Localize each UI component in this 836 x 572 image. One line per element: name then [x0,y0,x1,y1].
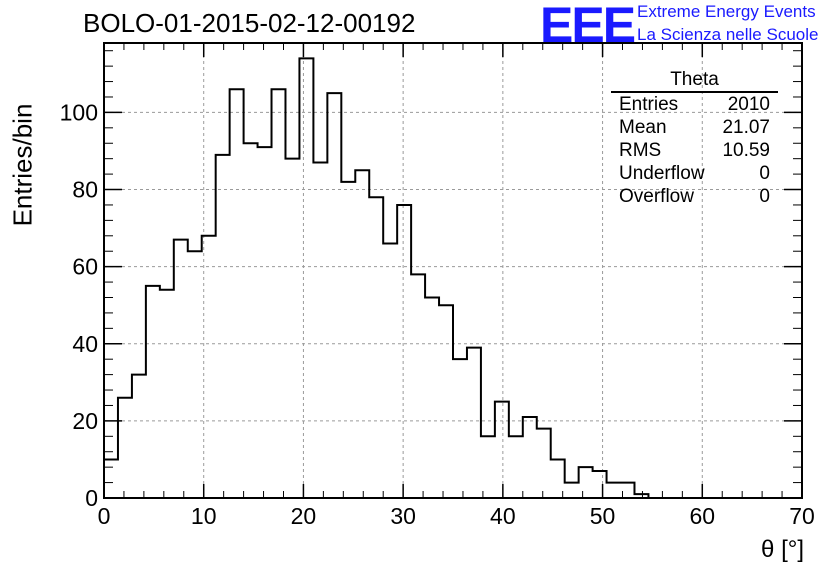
stats-value: 2010 [727,94,770,115]
stats-box-title: Theta [611,69,778,93]
plot-frame [103,42,803,499]
stats-row-mean: Mean 21.07 [611,116,778,139]
x-tick-label: 30 [390,503,416,529]
y-axis-label: Entries/bin [7,103,38,227]
stats-label: Underflow [619,163,705,184]
x-tick-label: 70 [789,503,815,529]
stats-label: Overflow [619,186,694,207]
x-tick-label: 40 [490,503,516,529]
stats-label: Mean [619,117,667,138]
histogram-line [103,57,802,499]
x-tick-label: 50 [590,503,616,529]
tick-labels: 0 10 20 30 40 50 60 70 0 20 40 60 80 100 [60,99,815,529]
y-axis-label-wrap: Entries/bin [8,100,38,230]
eee-logo: EEE [540,0,636,53]
logo-text-line1: Extreme Energy Events [637,2,816,21]
x-axis-label: θ [°] [761,536,804,563]
stats-row-underflow: Underflow 0 [611,162,778,185]
x-tick-label: 0 [98,503,111,529]
stats-value: 0 [759,163,770,184]
chart-title: BOLO-01-2015-02-12-00192 [83,8,416,38]
stats-label: RMS [619,140,662,161]
stats-row-rms: RMS 10.59 [611,139,778,162]
y-tick-label: 0 [85,485,98,511]
stats-value: 21.07 [722,117,770,138]
stats-box: Theta Entries 2010 Mean 21.07 RMS 10.59 … [611,69,778,208]
stats-row-entries: Entries 2010 [611,93,778,116]
y-tick-label: 100 [60,99,98,125]
y-tick-label: 20 [72,408,98,434]
stats-value: 10.59 [722,140,770,161]
axis-ticks [103,43,803,499]
logo-text-line2: La Scienza nelle Scuole [637,25,819,44]
stats-label: Entries [619,94,679,115]
stats-value: 0 [759,186,770,207]
y-tick-label: 80 [72,177,98,203]
x-tick-label: 10 [191,503,217,529]
x-tick-label: 20 [291,503,317,529]
stats-row-overflow: Overflow 0 [611,185,778,208]
x-tick-label: 60 [689,503,715,529]
y-tick-label: 40 [72,331,98,357]
y-tick-label: 60 [72,254,98,280]
